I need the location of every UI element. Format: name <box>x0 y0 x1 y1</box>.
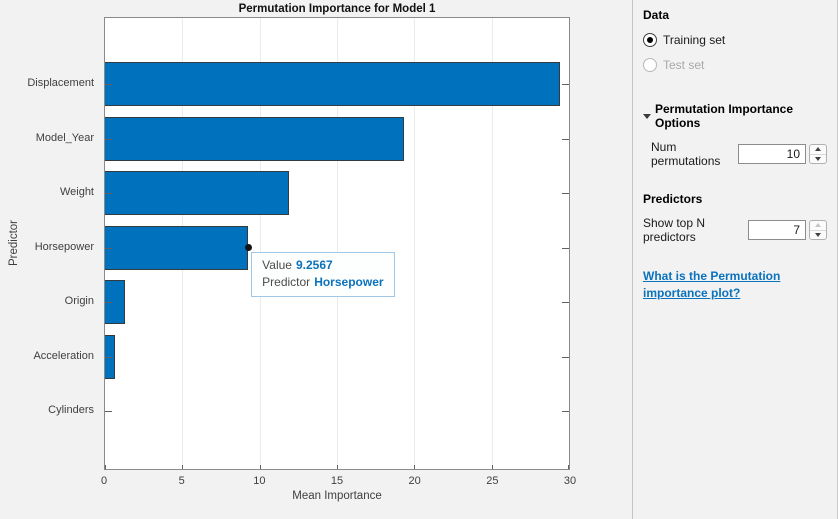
test-set-label: Test set <box>663 58 705 72</box>
datatip-value-label: Value <box>262 257 292 272</box>
y-axis-label: Predictor <box>8 219 20 267</box>
datatip-predictor-row: Predictor Horsepower <box>262 274 383 291</box>
x-axis-tick-labels: 0 5 10 15 20 25 30 <box>100 475 576 488</box>
predictors-section-title: Predictors <box>643 192 703 206</box>
options-sidebar: Data Training set Test set Permutation I… <box>632 0 838 519</box>
num-permutations-spinner <box>738 144 827 164</box>
bar-chart-plot-area: Value 9.2567 Predictor Horsepower <box>104 17 570 470</box>
y-axis-tick-mark <box>562 247 569 249</box>
collapse-triangle-icon[interactable] <box>643 113 651 119</box>
y-axis-tick-mark <box>562 193 569 194</box>
x-axis-tick-label: 10 <box>253 475 266 487</box>
training-set-label: Training set <box>663 33 726 47</box>
predictors-section-header: Predictors <box>643 192 827 206</box>
x-axis-tick-label: 25 <box>486 475 499 487</box>
datatip-value: 9.2567 <box>295 257 333 272</box>
up-arrow-icon <box>815 147 821 152</box>
bar-horsepower[interactable] <box>105 225 249 270</box>
bar-model_year[interactable] <box>105 116 404 161</box>
chart-title: Permutation Importance for Model 1 <box>238 3 436 15</box>
show-top-predictors-spinner <box>748 220 827 240</box>
up-arrow-icon <box>815 223 821 228</box>
y-axis-tick-mark <box>105 84 112 85</box>
x-axis-label: Mean Importance <box>292 490 382 502</box>
x-axis-tick-label: 20 <box>408 475 421 487</box>
y-axis-tick-mark <box>562 84 569 85</box>
num-permutations-spin-buttons <box>809 144 827 164</box>
training-set-radio[interactable] <box>643 33 657 47</box>
y-axis-tick-mark <box>562 411 569 412</box>
x-axis-tick-mark <box>568 465 569 469</box>
num-permutations-input[interactable] <box>738 144 806 164</box>
y-axis-tick-mark <box>105 302 112 303</box>
radio-row-training-set[interactable]: Training set <box>643 33 827 47</box>
x-axis-tick-mark <box>337 465 338 469</box>
show-top-predictors-label: Show top N predictors <box>643 216 706 244</box>
gridline <box>414 18 416 469</box>
x-axis-tick-label: 15 <box>330 475 344 487</box>
y-axis-category-label: Cylinders <box>48 404 94 416</box>
x-axis-tick-label: 30 <box>563 475 577 487</box>
gridline <box>337 18 338 469</box>
show-top-predictors-decrement-button[interactable] <box>810 231 826 240</box>
y-axis-category-label: Origin <box>64 295 94 307</box>
y-axis-category-label: Horsepower <box>34 240 94 253</box>
test-set-radio <box>643 58 657 72</box>
y-axis-category-labels: Displacement Model_Year Weight Horsepower Or… <box>0 17 99 470</box>
y-axis-tick-mark <box>105 138 112 140</box>
show-top-predictors-spin-buttons <box>809 220 827 240</box>
y-axis-category-label: Displacement <box>27 77 94 89</box>
y-axis-tick-mark <box>105 356 112 358</box>
datatip-predictor-label: Predictor <box>262 274 311 289</box>
x-axis-tick-mark <box>259 465 261 469</box>
bar-displacement[interactable] <box>105 62 561 106</box>
y-axis-tick-mark <box>105 193 112 194</box>
x-axis-tick-mark <box>105 465 106 469</box>
data-section-title: Data <box>643 8 670 22</box>
datatip-marker[interactable] <box>244 244 252 251</box>
permutation-importance-help-link[interactable]: What is the Permutation importance plot? <box>643 269 781 300</box>
bar-weight[interactable] <box>105 171 290 215</box>
datatip-value-row: Value 9.2567 <box>262 257 383 274</box>
num-permutations-increment-button[interactable] <box>810 145 826 155</box>
bar-origin[interactable] <box>105 280 126 324</box>
x-axis-tick-mark <box>414 465 416 469</box>
y-axis-category-label: Model_Year <box>35 131 94 144</box>
figure-area: Permutation Importance for Model 1 Value… <box>0 3 577 502</box>
y-axis-tick-mark <box>562 356 569 358</box>
x-axis-tick-label: 5 <box>178 475 185 487</box>
show-top-predictors-increment-button <box>810 221 826 231</box>
x-axis-tick-label: 0 <box>100 475 108 487</box>
radio-row-test-set: Test set <box>643 58 827 72</box>
show-top-predictors-row: Show top N predictors <box>643 216 827 244</box>
y-axis-tick-mark <box>105 411 112 412</box>
num-permutations-label: Num permutations <box>651 140 721 168</box>
datatip[interactable]: Value 9.2567 Predictor Horsepower <box>251 251 395 297</box>
num-permutations-row: Num permutations <box>643 140 827 168</box>
permutation-options-title: Permutation Importance Options <box>655 102 794 130</box>
down-arrow-icon <box>815 156 821 161</box>
show-top-predictors-input[interactable] <box>748 220 806 240</box>
gridline <box>491 18 493 469</box>
num-permutations-decrement-button[interactable] <box>810 155 826 164</box>
permutation-options-collapse-header[interactable]: Permutation Importance Options <box>643 102 827 130</box>
x-axis-tick-mark <box>491 465 493 469</box>
y-axis-tick-mark <box>105 247 112 249</box>
gridline <box>259 18 261 469</box>
y-axis-category-label: Weight <box>59 186 94 198</box>
y-axis-tick-mark <box>562 302 569 303</box>
down-arrow-icon <box>815 232 821 237</box>
y-axis-category-label: Acceleration <box>33 349 94 362</box>
datatip-predictor: Horsepower <box>314 274 384 289</box>
x-axis-tick-mark <box>182 465 184 469</box>
y-axis-tick-mark <box>562 138 569 140</box>
